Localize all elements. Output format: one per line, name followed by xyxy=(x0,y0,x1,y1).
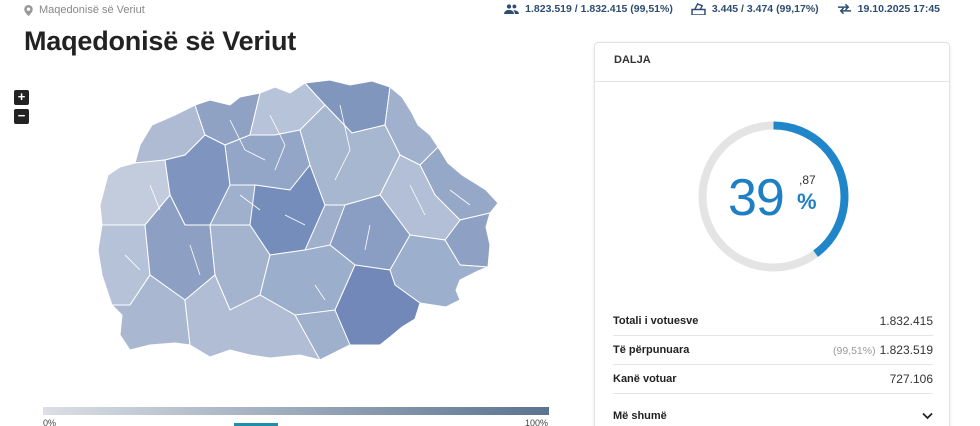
region-south-4[interactable] xyxy=(110,274,191,351)
zoom-in-button[interactable]: + xyxy=(14,90,29,105)
stat-row-value: 1.823.519 xyxy=(879,343,933,357)
stat-row-voted: Kanë votuar 727.106 xyxy=(613,365,933,394)
breadcrumb-label: Maqedonisë së Veriut xyxy=(39,4,145,16)
stat-row-processed: Të përpunuara (99,51%) 1.823.519 xyxy=(613,336,933,365)
legend-gradient xyxy=(43,407,549,415)
zoom-out-button[interactable]: − xyxy=(14,109,29,124)
more-toggle[interactable]: Më shumë xyxy=(613,410,933,422)
swap-arrows-icon xyxy=(837,3,851,15)
stat-row-value: 1.832.415 xyxy=(879,314,933,328)
stats-bar: 1.823.519 / 1.832.415 (99,51%) 3.445 / 3… xyxy=(504,3,940,15)
card-title: DALJA xyxy=(595,43,949,82)
region-south-3[interactable] xyxy=(334,264,421,346)
stat-row-sub: (99,51%) xyxy=(833,345,876,357)
stations-stat-value: 3.445 / 3.474 (99,17%) xyxy=(711,3,819,15)
ballot-box-icon xyxy=(691,3,706,15)
turnout-card: DALJA 39 ,87 % Totali i votuesve 1.832.4… xyxy=(594,42,950,426)
voters-stat-value: 1.823.519 / 1.832.415 (99,51%) xyxy=(525,3,673,15)
legend-min-label: 0% xyxy=(43,418,57,426)
breadcrumb[interactable]: Maqedonisë së Veriut xyxy=(24,4,145,16)
updated-stat-value: 19.10.2025 17:45 xyxy=(857,3,940,15)
voters-stat: 1.823.519 / 1.832.415 (99,51%) xyxy=(504,3,673,15)
stations-stat: 3.445 / 3.474 (99,17%) xyxy=(691,3,819,15)
people-icon xyxy=(504,4,520,14)
turnout-percent-integer: 39 xyxy=(728,169,785,227)
stat-row-value: 727.106 xyxy=(889,372,933,386)
turnout-donut xyxy=(698,121,849,272)
turnout-percent-decimal: ,87 xyxy=(799,173,816,187)
stat-row-label: Totali i votuesve xyxy=(613,315,699,327)
legend-max-label: 100% xyxy=(525,418,549,426)
region-south-5[interactable] xyxy=(184,274,321,361)
page-title: Maqedonisë së Veriut xyxy=(24,26,297,56)
stat-row-total: Totali i votuesve 1.832.415 xyxy=(613,307,933,336)
top-bar: Maqedonisë së Veriut 1.823.519 / 1.832.4… xyxy=(0,0,980,22)
location-pin-icon xyxy=(24,4,33,16)
turnout-donut-arc xyxy=(698,121,849,272)
legend-value-marker xyxy=(234,423,278,426)
updated-stat: 19.10.2025 17:45 xyxy=(837,3,940,15)
stat-row-label: Të përpunuara xyxy=(613,344,690,356)
turnout-percent-sign: % xyxy=(797,189,817,214)
municipality-map[interactable] xyxy=(90,75,510,365)
stat-row-label: Kanë votuar xyxy=(613,373,677,385)
chevron-down-icon xyxy=(922,412,933,420)
more-label: Më shumë xyxy=(613,410,667,422)
municipality-borders xyxy=(124,104,471,301)
